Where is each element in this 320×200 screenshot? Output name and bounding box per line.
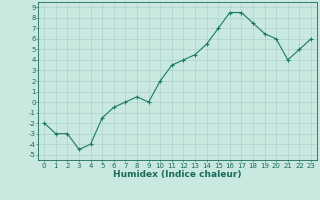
X-axis label: Humidex (Indice chaleur): Humidex (Indice chaleur): [113, 170, 242, 179]
